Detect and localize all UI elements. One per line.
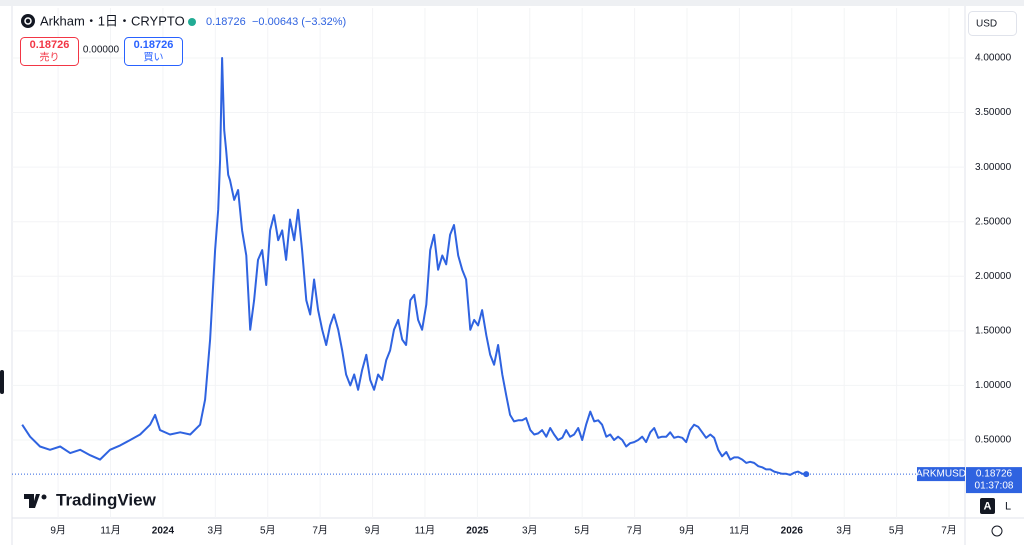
spread: 0.00000 [83,45,120,56]
currency-button[interactable] [968,11,1017,36]
x-tick-label: 2025 [466,526,489,537]
x-tick-label: 11月 [100,525,120,537]
symbol-tag [917,467,965,482]
x-tick-label: 2024 [152,526,175,537]
price-tag-text: 0.18726 [976,469,1013,480]
auto-scale-label: A [984,500,992,512]
x-tick-label: 3月 [836,525,852,537]
symbol-tag-text: ARKMUSD [916,469,966,480]
sell-label: 売り [40,51,60,64]
price-change: −0.00643 (−3.32%) [252,16,346,28]
x-tick-label: 11月 [729,525,749,537]
currency: USD [976,19,997,30]
y-tick-label: 0.50000 [975,435,1012,446]
x-tick-label: 5月 [574,525,590,537]
y-tick-label: 2.50000 [975,216,1012,227]
symbol-logo-mark [24,17,32,25]
last-point [803,471,810,478]
y-tick-label: 3.00000 [975,162,1012,173]
x-tick-label: 9月 [679,525,695,537]
tv-logo-text: TradingView [56,490,157,509]
x-tick-label: 3月 [208,525,224,537]
x-tick-label: 9月 [365,525,381,537]
log-scale-label[interactable]: L [1005,500,1011,512]
countdown: 01:37:08 [975,481,1014,492]
y-tick-label: 3.50000 [975,107,1012,118]
sell-button[interactable] [20,37,79,66]
y-tick-label: 1.00000 [975,380,1012,391]
sell-price: 0.18726 [30,39,70,51]
x-tick-label: 11月 [415,525,435,537]
x-tick-label: 7月 [312,525,328,537]
x-tick-label: 3月 [522,525,538,537]
symbol-title[interactable]: Arkham・1日・CRYPTO [40,13,185,28]
x-tick-label: 5月 [260,525,276,537]
x-tick-label: 5月 [889,525,905,537]
x-tick-label: 2026 [781,526,804,537]
y-tick-label: 2.00000 [975,271,1012,282]
last-price: 0.18726 [206,16,246,28]
x-tick-label: 7月 [941,525,957,537]
symbol-logo [21,14,35,28]
top-strip [0,0,1024,6]
tv-logo-dot [41,494,47,500]
tv-logo-icon [24,494,40,508]
side-handle[interactable] [0,370,4,394]
price-tag [966,467,1022,494]
buy-label: 買い [144,52,164,64]
settings-icon[interactable] [991,525,1003,537]
price-line [21,57,807,476]
y-tick-label: 4.00000 [975,53,1012,64]
buy-price: 0.18726 [134,39,174,51]
y-tick-label: 1.50000 [975,325,1012,336]
auto-scale-button[interactable] [980,498,995,514]
market-status [188,18,196,26]
x-tick-label: 7月 [627,525,643,537]
x-tick-label: 9月 [50,525,66,537]
buy-button[interactable] [124,37,183,66]
